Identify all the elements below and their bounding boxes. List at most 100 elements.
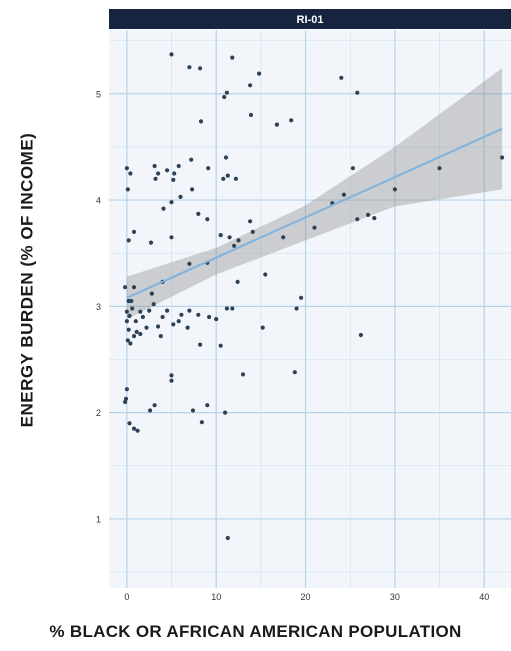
x-tick-label: 20: [301, 592, 311, 602]
facet-header-bar: [109, 9, 511, 29]
data-point: [134, 329, 139, 334]
data-point: [233, 176, 238, 181]
data-point: [207, 314, 212, 320]
data-point: [355, 90, 360, 95]
data-point: [161, 206, 166, 211]
data-point: [187, 308, 192, 313]
data-point: [274, 122, 279, 127]
data-point: [205, 403, 210, 408]
data-point: [196, 312, 201, 317]
data-point: [198, 342, 203, 347]
data-point: [358, 332, 363, 338]
data-point: [236, 238, 241, 243]
data-point: [232, 243, 237, 248]
data-point: [223, 155, 229, 160]
data-point: [169, 52, 174, 57]
x-axis-label: % BLACK OR AFRICAN AMERICAN POPULATION: [49, 622, 462, 641]
data-point: [148, 408, 153, 413]
data-point: [185, 325, 190, 330]
plot-panel: [109, 30, 511, 588]
data-point: [199, 420, 204, 425]
data-point: [225, 535, 230, 541]
data-point: [169, 373, 174, 378]
data-point: [165, 168, 170, 173]
data-point: [153, 176, 158, 181]
data-point: [437, 166, 442, 171]
data-point: [250, 229, 255, 234]
data-point: [131, 334, 137, 339]
data-point: [178, 194, 183, 199]
data-point: [169, 235, 174, 240]
data-point: [227, 235, 232, 240]
facet-title: RI-01: [297, 14, 324, 26]
data-point: [218, 233, 223, 238]
data-point: [179, 312, 184, 317]
data-point: [187, 261, 192, 266]
y-axis-ticks: 1 2 3 4 5: [96, 89, 101, 524]
y-tick-label: 2: [96, 408, 101, 418]
data-point: [355, 217, 360, 222]
data-point: [171, 177, 176, 182]
data-point: [190, 187, 195, 192]
data-point: [221, 176, 226, 181]
x-tick-label: 30: [390, 592, 400, 602]
y-tick-label: 1: [96, 514, 101, 524]
data-point: [131, 285, 137, 290]
data-point: [126, 327, 131, 332]
data-point: [240, 372, 246, 377]
data-point: [165, 308, 170, 313]
data-point: [126, 298, 131, 304]
data-point: [152, 403, 157, 408]
data-point: [125, 338, 130, 343]
facet-header: RI-01: [109, 9, 511, 29]
data-point: [235, 279, 240, 284]
data-point: [171, 322, 176, 327]
data-point: [372, 216, 377, 221]
data-point: [156, 324, 161, 329]
data-point: [223, 410, 228, 415]
data-point: [133, 319, 138, 324]
data-point: [158, 334, 163, 339]
data-point: [366, 212, 371, 217]
data-point: [214, 317, 219, 322]
data-point: [392, 187, 397, 192]
data-point: [222, 94, 227, 100]
regression-line: [126, 127, 503, 299]
data-point: [128, 341, 133, 346]
data-point: [260, 325, 265, 330]
data-point: [123, 396, 129, 401]
x-axis-ticks: 0 10 20 30 40: [124, 592, 489, 602]
data-point: [125, 187, 130, 192]
data-point: [147, 308, 152, 313]
data-point: [176, 319, 181, 324]
data-point: [156, 171, 161, 176]
data-point: [123, 285, 128, 290]
data-point: [151, 302, 156, 307]
data-point: [169, 200, 174, 205]
data-point: [127, 313, 132, 318]
y-axis-label-wrap: ENERGY BURDEN (% OF INCOME): [9, 70, 45, 490]
x-tick-label: 0: [124, 592, 129, 602]
data-point: [263, 272, 268, 277]
data-point: [339, 75, 344, 80]
data-point: [131, 426, 137, 431]
data-point: [172, 171, 177, 176]
data-point: [198, 66, 203, 71]
data-point: [124, 387, 129, 392]
data-point: [257, 71, 262, 76]
data-point: [196, 211, 201, 216]
data-points: [123, 52, 505, 541]
data-point: [341, 192, 346, 197]
data-point: [281, 235, 286, 240]
data-point: [350, 166, 355, 171]
data-point: [169, 378, 174, 383]
data-point: [189, 157, 194, 162]
data-point: [124, 319, 129, 324]
y-tick-label: 4: [96, 196, 101, 206]
data-point: [128, 171, 133, 176]
data-point: [198, 119, 204, 124]
data-point: [160, 314, 165, 320]
data-point: [138, 331, 143, 337]
data-point: [131, 229, 137, 234]
data-point: [149, 291, 154, 296]
